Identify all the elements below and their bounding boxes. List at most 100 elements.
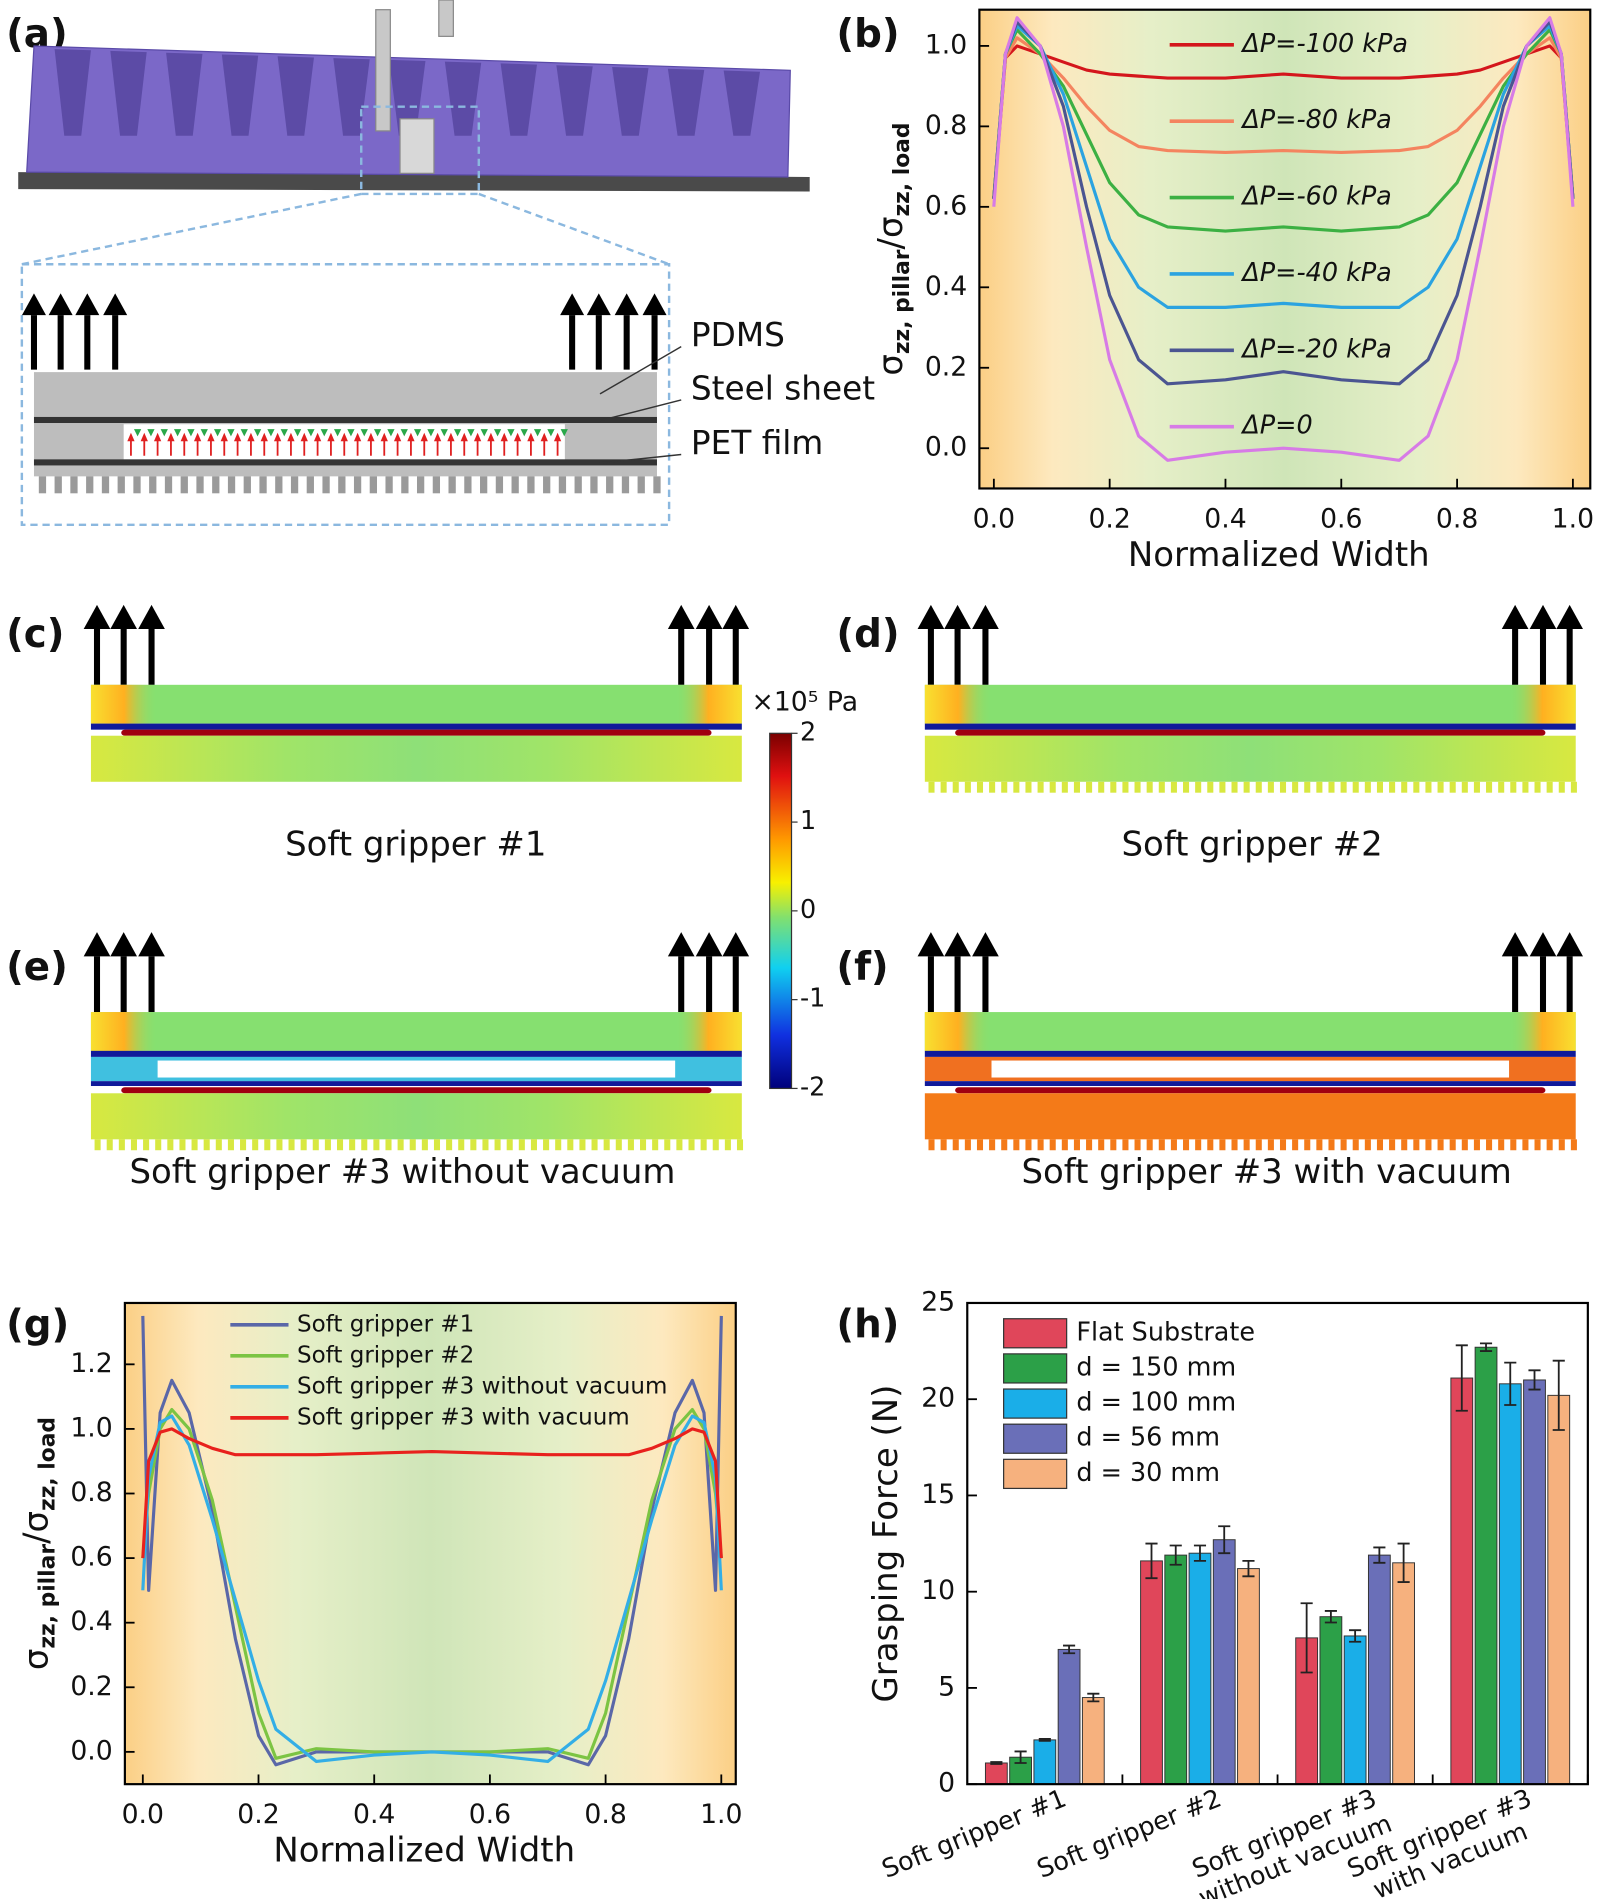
pillar bbox=[101, 476, 110, 494]
stress-pillar bbox=[1231, 781, 1238, 793]
gripper-notch bbox=[221, 54, 259, 136]
pillar bbox=[164, 476, 173, 494]
stress-pillar bbox=[1292, 1139, 1299, 1151]
arrow-head bbox=[103, 293, 128, 316]
stress-pillar bbox=[1570, 781, 1577, 793]
gripper-notch bbox=[389, 59, 426, 136]
pressure-head bbox=[187, 429, 195, 437]
pillar bbox=[653, 476, 661, 494]
pressure-head bbox=[553, 432, 562, 442]
stress-pillar bbox=[1037, 1139, 1044, 1151]
stress-pillar bbox=[1037, 781, 1044, 793]
error-bar bbox=[1087, 1692, 1100, 1703]
pressure-head bbox=[333, 429, 342, 437]
pressure-head bbox=[360, 429, 368, 437]
stress-pillar bbox=[1207, 781, 1214, 793]
pressure-head bbox=[433, 432, 442, 442]
x-tick-label: 1.0 bbox=[1552, 503, 1594, 534]
stress-pillar bbox=[373, 1139, 380, 1151]
pressure-head bbox=[507, 429, 515, 437]
y-tick-label: 0.2 bbox=[70, 1671, 112, 1702]
stress-map-blue bbox=[90, 723, 742, 730]
stress-pillar bbox=[324, 1139, 331, 1151]
stress-pillar bbox=[155, 1139, 162, 1151]
caption: Soft gripper #3 with vacuum bbox=[1021, 1153, 1511, 1192]
stress-pillar bbox=[494, 1139, 501, 1151]
stress-pillar bbox=[1304, 1139, 1311, 1151]
stress-pillar bbox=[1134, 1139, 1141, 1151]
colorbar-tick-label: -1 bbox=[800, 984, 825, 1014]
caption: Soft gripper #3 without vacuum bbox=[129, 1153, 675, 1192]
legend-label: d = 150 mm bbox=[1076, 1352, 1236, 1382]
x-tick-label: 0.8 bbox=[584, 1799, 626, 1830]
stress-pillar bbox=[928, 1139, 935, 1151]
stress-pillar bbox=[1510, 1139, 1517, 1151]
gripper-notch bbox=[556, 65, 593, 136]
stress-pillar bbox=[724, 1139, 731, 1151]
y-axis-label-part: /σ bbox=[872, 217, 911, 250]
stress-pillar bbox=[976, 1139, 984, 1151]
legend-label: Soft gripper #1 bbox=[297, 1311, 474, 1337]
tube bbox=[438, 0, 454, 37]
error-bar bbox=[1455, 1344, 1468, 1412]
pillar bbox=[480, 476, 488, 494]
pillar bbox=[54, 476, 62, 494]
pressure-head bbox=[313, 432, 322, 442]
stress-pillar bbox=[543, 1139, 550, 1151]
stress-pillar bbox=[1013, 1139, 1020, 1151]
stress-pillar bbox=[940, 781, 947, 793]
stress-map-void bbox=[157, 1060, 676, 1078]
leader-line bbox=[599, 399, 682, 422]
y-axis-label-part: zz, pillar bbox=[890, 249, 915, 354]
stress-pillar bbox=[409, 1139, 416, 1151]
pressure-head bbox=[260, 432, 268, 442]
stress-pillar bbox=[1025, 1139, 1032, 1151]
zoom-line bbox=[478, 192, 670, 266]
stress-pillar bbox=[1316, 781, 1323, 793]
arrow-head bbox=[83, 604, 111, 630]
bar bbox=[1392, 1562, 1416, 1785]
legend-label: d = 56 mm bbox=[1076, 1423, 1220, 1453]
pressure-head bbox=[487, 432, 495, 442]
error-bar bbox=[1349, 1629, 1362, 1643]
stress-map-red bbox=[955, 1087, 1546, 1094]
stress-pillar bbox=[1183, 781, 1190, 793]
colorbar-tick-label: 1 bbox=[800, 806, 816, 836]
stress-pillar bbox=[252, 1139, 259, 1151]
pressure-head bbox=[393, 432, 402, 442]
plot-frame bbox=[123, 1301, 737, 1786]
stress-pillar bbox=[1098, 1139, 1105, 1151]
caption: Soft gripper #1 bbox=[285, 826, 546, 865]
pillar bbox=[196, 476, 204, 494]
pressure-head bbox=[267, 429, 275, 437]
stress-pillar bbox=[1170, 781, 1177, 793]
error-bar bbox=[1014, 1750, 1027, 1764]
stress-pillar bbox=[1304, 781, 1311, 793]
gripper-notch bbox=[444, 61, 482, 136]
stress-pillar bbox=[1546, 781, 1553, 793]
bar bbox=[1140, 1560, 1163, 1785]
stress-pillar bbox=[336, 1139, 344, 1151]
pillar bbox=[227, 476, 236, 494]
pressure-head bbox=[147, 429, 155, 437]
stress-pillar bbox=[1219, 1139, 1226, 1151]
layer-label: Steel sheet bbox=[691, 369, 875, 407]
stress-pillar bbox=[1352, 781, 1359, 793]
stress-pillar bbox=[240, 1139, 247, 1151]
x-tick-label: 0.8 bbox=[1436, 503, 1478, 534]
stress-pillar bbox=[203, 1139, 210, 1151]
error-bar bbox=[1193, 1544, 1207, 1562]
stress-pillar bbox=[940, 1139, 947, 1151]
stress-pillar bbox=[227, 1139, 234, 1151]
pillar bbox=[117, 476, 125, 494]
stress-pillar bbox=[179, 1139, 186, 1151]
y-axis-label: σzz, pillar/σzz, load bbox=[17, 1417, 60, 1670]
pressure-head bbox=[213, 429, 222, 437]
stress-pillar bbox=[215, 1139, 222, 1151]
pillar bbox=[38, 476, 47, 494]
stress-map-red bbox=[955, 729, 1546, 736]
pillar bbox=[86, 476, 94, 494]
stress-pillar bbox=[1340, 1139, 1347, 1151]
y-tick-label: 15 bbox=[921, 1479, 955, 1510]
stress-pillar bbox=[1364, 781, 1371, 793]
